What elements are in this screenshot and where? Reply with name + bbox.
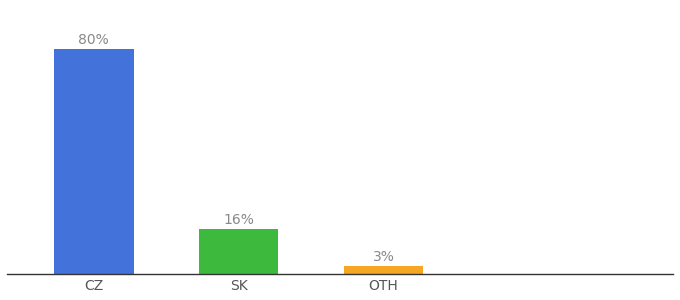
- Bar: [199, 229, 278, 274]
- Text: 80%: 80%: [78, 33, 109, 47]
- Bar: [54, 49, 134, 274]
- Text: 16%: 16%: [223, 213, 254, 227]
- Bar: [343, 266, 423, 274]
- Text: 3%: 3%: [373, 250, 394, 263]
